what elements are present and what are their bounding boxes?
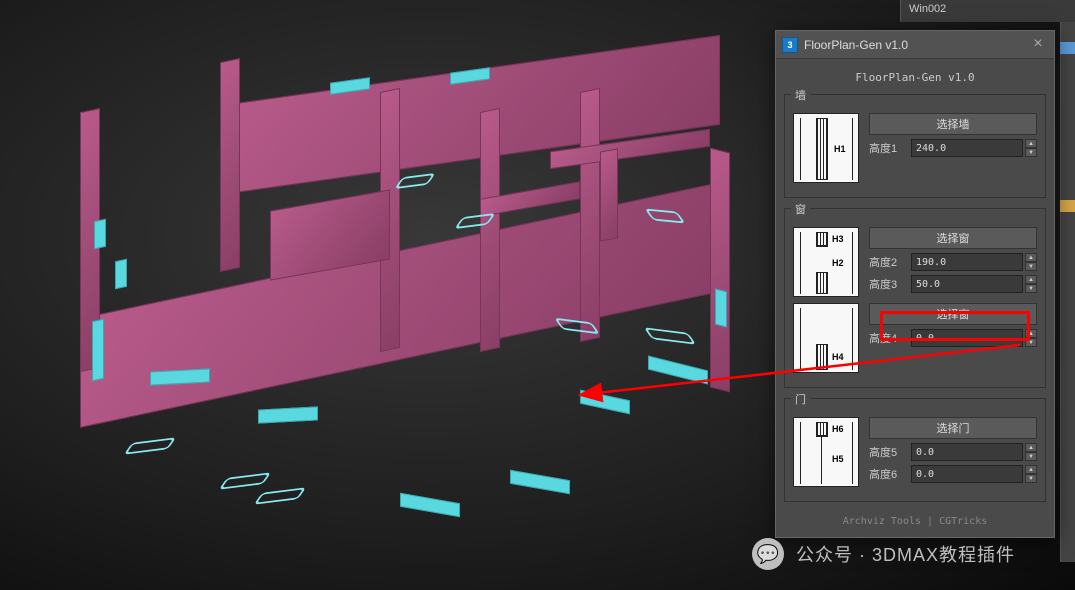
watermark: 💬 公众号 · 3DMAX教程插件 xyxy=(752,538,1015,570)
param-label: 高度1 xyxy=(869,140,909,156)
object-name-text: Win002 xyxy=(909,3,946,15)
floorplan-dialog: 3 FloorPlan-Gen v1.0 × FloorPlan-Gen v1.… xyxy=(775,30,1055,538)
param-label: 高度5 xyxy=(869,444,909,460)
spinner-up-icon[interactable]: ▲ xyxy=(1025,329,1037,338)
spinner-up-icon[interactable]: ▲ xyxy=(1025,139,1037,148)
floor-model xyxy=(20,20,780,550)
panel-indicator xyxy=(1060,42,1075,54)
select-window-button-2[interactable]: 选择窗 xyxy=(869,303,1037,325)
wall-diagram: H1 xyxy=(793,113,859,183)
height2-input[interactable]: 190.0 xyxy=(911,253,1023,271)
section-door: 门 H6 H5 选择门 高度5 0.0 ▲▼ xyxy=(784,398,1046,502)
section-label-window: 窗 xyxy=(791,201,810,217)
section-wall: 墙 H1 选择墙 高度1 240.0 ▲▼ xyxy=(784,94,1046,198)
spinner-down-icon[interactable]: ▼ xyxy=(1025,338,1037,347)
spinner-down-icon[interactable]: ▼ xyxy=(1025,474,1037,483)
spinner-down-icon[interactable]: ▼ xyxy=(1025,452,1037,461)
spinner-up-icon[interactable]: ▲ xyxy=(1025,443,1037,452)
window-diagram-2: H4 xyxy=(793,303,859,373)
dialog-title: FloorPlan-Gen v1.0 xyxy=(804,38,1028,52)
height5-input[interactable]: 0.0 xyxy=(911,443,1023,461)
spinner-down-icon[interactable]: ▼ xyxy=(1025,148,1037,157)
spinner-up-icon[interactable]: ▲ xyxy=(1025,465,1037,474)
close-icon[interactable]: × xyxy=(1028,35,1048,55)
height3-input[interactable]: 50.0 xyxy=(911,275,1023,293)
select-door-button[interactable]: 选择门 xyxy=(869,417,1037,439)
select-window-button-1[interactable]: 选择窗 xyxy=(869,227,1037,249)
height1-input[interactable]: 240.0 xyxy=(911,139,1023,157)
door-diagram: H6 H5 xyxy=(793,417,859,487)
height4-input[interactable]: 0.0 xyxy=(911,329,1023,347)
dialog-titlebar[interactable]: 3 FloorPlan-Gen v1.0 × xyxy=(776,31,1054,59)
select-wall-button[interactable]: 选择墙 xyxy=(869,113,1037,135)
spinner-up-icon[interactable]: ▲ xyxy=(1025,253,1037,262)
app-icon: 3 xyxy=(782,37,798,53)
param-label: 高度3 xyxy=(869,276,909,292)
dialog-footer: Archviz Tools | CGTricks xyxy=(784,512,1046,529)
object-name-field[interactable]: Win002 xyxy=(900,0,1075,22)
spinner-down-icon[interactable]: ▼ xyxy=(1025,262,1037,271)
window-diagram-1: H3 H2 xyxy=(793,227,859,297)
dialog-body: FloorPlan-Gen v1.0 墙 H1 选择墙 高度1 240.0 ▲▼ xyxy=(776,59,1054,537)
section-label-wall: 墙 xyxy=(791,87,810,103)
section-window: 窗 H3 H2 选择窗 高度2 190.0 ▲ xyxy=(784,208,1046,388)
section-label-door: 门 xyxy=(791,391,810,407)
command-panel-strip xyxy=(1060,22,1075,562)
param-label: 高度6 xyxy=(869,466,909,482)
wechat-icon: 💬 xyxy=(752,538,784,570)
height6-input[interactable]: 0.0 xyxy=(911,465,1023,483)
spinner-up-icon[interactable]: ▲ xyxy=(1025,275,1037,284)
spinner-down-icon[interactable]: ▼ xyxy=(1025,284,1037,293)
param-label: 高度4 xyxy=(869,330,909,346)
watermark-text: 公众号 · 3DMAX教程插件 xyxy=(796,541,1015,567)
param-label: 高度2 xyxy=(869,254,909,270)
panel-indicator xyxy=(1060,200,1075,212)
dialog-subtitle: FloorPlan-Gen v1.0 xyxy=(784,67,1046,94)
